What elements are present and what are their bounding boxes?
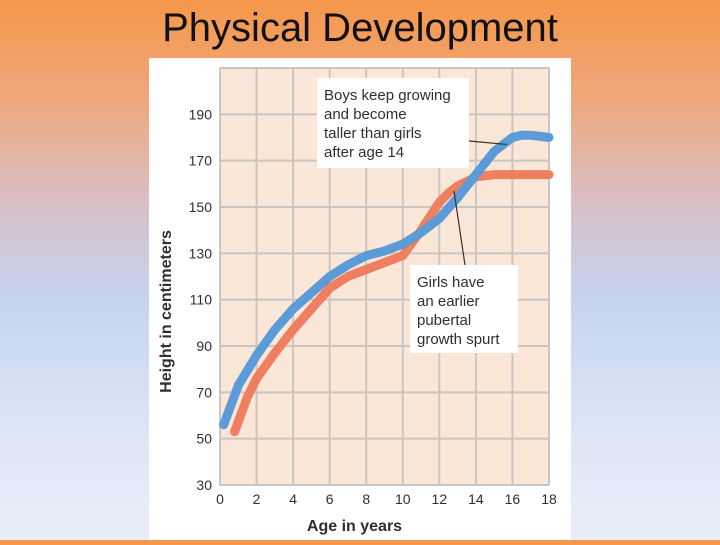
annotation-line: Girls have [417,274,485,291]
x-tick-label: 8 [362,491,370,507]
x-tick-label: 2 [253,491,261,507]
x-tick-label: 0 [216,491,224,507]
annotation-line: growth spurt [417,331,500,348]
x-tick-label: 12 [432,491,448,507]
y-axis-label: Height in centimeters [158,230,175,393]
y-tick-label: 190 [189,106,213,122]
chart-figure: 30 50 70 90 110 130 150 170 190 0 2 4 6 8 10 12 14 16 18 … [149,58,571,540]
y-tick-label: 30 [196,477,212,493]
annotations: Boys keep growing and become taller than g… [317,78,518,353]
x-tick-labels: 0 2 4 6 8 10 12 14 16 18 [216,491,557,507]
annotation-line: taller than girls [324,125,422,142]
y-tick-label: 90 [196,338,212,354]
series-lines [219,130,554,437]
annotation-box [410,265,518,353]
annotation-leaders [453,140,508,266]
x-axis-label: Age in years [307,518,402,535]
x-tick-label: 16 [505,491,521,507]
leader-line-girls [453,190,466,266]
y-tick-label: 50 [196,431,212,447]
x-tick-label: 14 [468,491,484,507]
annotation-box [317,78,469,168]
series-line-girls [230,170,554,437]
y-tick-label: 150 [189,199,213,215]
x-tick-label: 10 [395,491,411,507]
series-line-boys [219,130,554,430]
annotation-line: Boys keep growing [324,87,451,104]
x-tick-label: 18 [541,491,557,507]
y-tick-label: 130 [189,245,213,261]
annotation-line: after age 14 [324,144,404,161]
annotation-line: pubertal [417,312,471,329]
slide-title: Physical Development [162,6,558,50]
y-tick-label: 170 [189,153,213,169]
annotation-line: and become [324,106,407,123]
leader-line-boys [468,140,508,146]
y-tick-label: 110 [190,292,213,308]
y-tick-label: 70 [196,384,212,400]
x-tick-label: 4 [289,491,297,507]
x-tick-label: 6 [326,491,334,507]
annotation-line: an earlier [417,293,480,310]
y-tick-labels: 30 50 70 90 110 130 150 170 190 [189,106,213,493]
